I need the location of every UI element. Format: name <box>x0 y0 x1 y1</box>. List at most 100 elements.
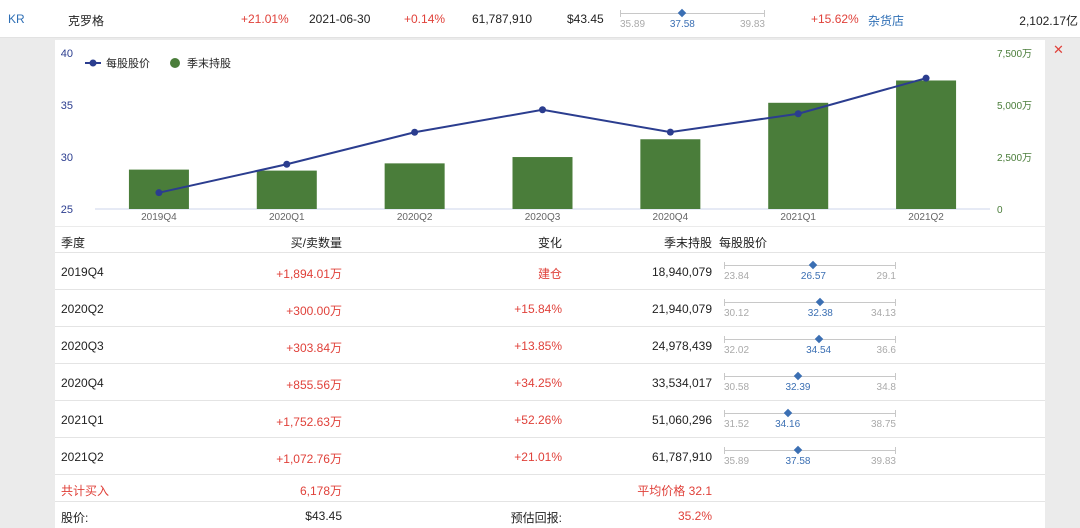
range-high: 36.6 <box>876 345 896 356</box>
legend-bar-swatch <box>170 58 180 68</box>
holding-chart-panel: 25 30 35 40 0 2,500万 5,000万 7,500万 2019Q4 2020Q1 2… <box>55 40 1045 226</box>
range-high: 29.1 <box>876 271 896 282</box>
range-high: 34.8 <box>876 382 896 393</box>
x-tick-label: 2020Q4 <box>653 212 689 223</box>
ticker-link[interactable]: KR <box>8 12 25 26</box>
y-right-tick-label: 5,000万 <box>997 101 1032 112</box>
range-low: 31.52 <box>724 419 750 430</box>
range-high: 39.83 <box>870 456 896 467</box>
row-quarter: 2019Q4 <box>61 265 104 279</box>
return-value: 35.2% <box>677 509 712 523</box>
range-current: 32.38 <box>807 308 833 319</box>
range-current: 32.39 <box>785 382 811 393</box>
legend-holding-label: 季末持股 <box>187 56 231 70</box>
range-high: 38.75 <box>870 419 896 430</box>
holding-bar <box>512 157 573 209</box>
x-tick-label: 2020Q1 <box>269 212 305 223</box>
range-marker-icon <box>793 371 803 381</box>
range-marker-icon <box>678 8 687 18</box>
summary-total: 6,178万 <box>299 484 342 498</box>
range-marker-icon <box>814 334 823 344</box>
range-low: 30.12 <box>724 308 750 319</box>
shares-held: 61,787,910 <box>472 12 533 26</box>
holding-bar <box>768 102 829 209</box>
y-right-tick-label: 0 <box>997 205 1003 216</box>
table-header: 季度 买/卖数量 变化 季末持股 每股股价 <box>55 227 1045 253</box>
row-quarter: 2020Q2 <box>61 302 104 316</box>
row-holding: 33,534,017 <box>651 376 712 390</box>
price-value: $43.45 <box>305 509 342 523</box>
avg-price-label: 平均价格 <box>637 484 686 498</box>
range-current: 37.58 <box>785 456 811 467</box>
table-row: 2021Q1 +1,752.63万 +52.26% 51,060,296 31.52 34… <box>55 401 1045 438</box>
row-trade: +855.56万 <box>286 378 342 392</box>
close-icon[interactable]: ✕ <box>1053 42 1064 57</box>
legend-line-marker <box>89 59 97 67</box>
row-change: 建仓 <box>537 267 562 281</box>
table-row: 2019Q4 +1,894.01万 建仓 18,940,079 23.84 26.57 29… <box>55 253 1045 290</box>
price-point <box>155 189 163 197</box>
return-label: 预估回报: <box>510 511 562 525</box>
row-change: +34.25% <box>514 376 562 390</box>
row-change: +15.84% <box>514 302 562 316</box>
price-point <box>794 110 802 118</box>
row-trade: +1,894.01万 <box>276 267 342 281</box>
estimated-return: +15.62% <box>811 12 859 26</box>
range-low: 30.58 <box>724 382 750 393</box>
y-left-tick-label: 30 <box>61 152 73 164</box>
x-tick-label: 2021Q1 <box>780 212 816 223</box>
row-quarter: 2021Q1 <box>61 413 104 427</box>
y-right-tick-label: 2,500万 <box>997 153 1032 164</box>
summary-label: 共计买入 <box>61 484 110 498</box>
y-left-tick-label: 25 <box>61 204 73 216</box>
range-marker-icon <box>809 260 818 270</box>
row-quarter: 2020Q4 <box>61 376 104 390</box>
range-current: 34.16 <box>775 419 801 430</box>
range-current: 37.58 <box>669 19 695 30</box>
range-high: 39.83 <box>739 19 765 30</box>
price-point <box>411 128 419 136</box>
col-price: 每股股价 <box>719 236 768 250</box>
holding-bar <box>384 163 445 209</box>
col-quarter: 季度 <box>61 236 86 250</box>
avg-price-value: 32.1 <box>688 484 712 498</box>
range-low: 32.02 <box>724 345 750 356</box>
row-quarter: 2021Q2 <box>61 450 104 464</box>
x-tick-label: 2020Q3 <box>525 212 561 223</box>
range-low: 35.89 <box>620 19 646 30</box>
y-right-tick-label: 7,500万 <box>997 49 1032 60</box>
row-change: +21.01% <box>514 450 562 464</box>
price-row: 股价: $43.45 预估回报: 35.2% <box>55 502 1045 528</box>
holding-bar <box>896 80 957 209</box>
holding-chart: 25 30 35 40 0 2,500万 5,000万 7,500万 2019Q4 2020Q1 2… <box>61 48 1032 223</box>
row-trade: +1,072.76万 <box>276 452 342 466</box>
avg-price: 平均价格 32.1 <box>637 482 712 499</box>
x-tick-label: 2020Q2 <box>397 212 433 223</box>
holding-bar <box>256 170 317 209</box>
price-point <box>922 74 930 82</box>
table-row: 2020Q2 +300.00万 +15.84% 21,940,079 30.12 32.3… <box>55 290 1045 327</box>
price-point <box>283 160 291 168</box>
row-trade: +303.84万 <box>286 341 342 355</box>
current-price: $43.45 <box>567 12 604 26</box>
portfolio-pct: +0.14% <box>404 12 446 26</box>
range-marker-icon <box>783 408 792 418</box>
row-holding: 24,978,439 <box>651 339 712 353</box>
col-change: 变化 <box>537 236 562 250</box>
industry-link[interactable]: 杂货店 <box>868 14 905 28</box>
row-holding: 21,940,079 <box>651 302 712 316</box>
report-date: 2021-06-30 <box>309 12 371 26</box>
x-tick-label: 2021Q2 <box>908 212 944 223</box>
price-point <box>539 106 546 114</box>
row-holding: 61,787,910 <box>651 450 712 464</box>
table-row: 2020Q3 +303.84万 +13.85% 24,978,439 32.02 34.5… <box>55 327 1045 364</box>
x-tick-label: 2019Q4 <box>141 212 177 223</box>
range-low: 23.84 <box>724 271 750 282</box>
holding-history-table: 季度 买/卖数量 变化 季末持股 每股股价 2019Q4 +1,894.01万 建仓… <box>55 227 1045 528</box>
table-row: 2021Q2 +1,072.76万 +21.01% 61,787,910 35.89 37… <box>55 438 1045 475</box>
price-label: 股价: <box>61 511 89 525</box>
y-left-tick-label: 35 <box>61 100 73 112</box>
row-change: +52.26% <box>514 413 562 427</box>
range-low: 35.89 <box>724 456 750 467</box>
row-holding: 18,940,079 <box>651 265 712 279</box>
